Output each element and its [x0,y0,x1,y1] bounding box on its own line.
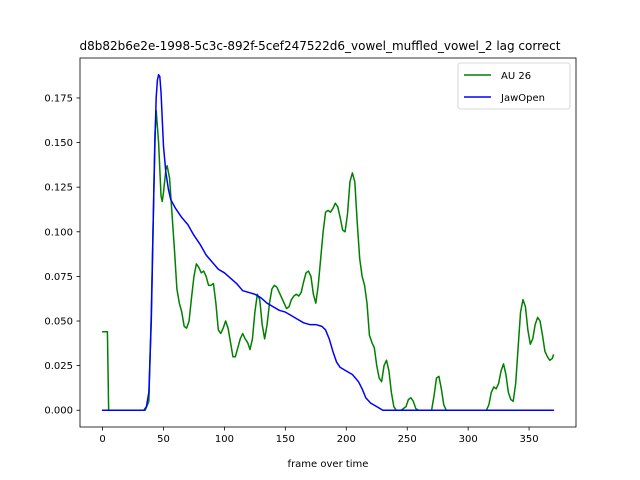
plot-area [101,74,555,411]
x-tick-label: 0 [99,434,105,445]
x-tick-label: 350 [520,434,539,445]
y-axis: 0.000 0.025 0.050 0.075 0.100 0.125 0.150 0.175 [44,93,80,417]
chart-title: d8b82b6e2e-1998-5c3c-892f-5cef247522d6_v… [80,39,561,53]
series-layer [101,74,555,411]
series-line-jawopen [101,74,555,411]
y-tick-label: 0.125 [44,183,73,194]
x-tick-label: 150 [276,434,295,445]
y-tick-label: 0.075 [44,272,73,283]
y-tick-label: 0.000 [44,406,73,417]
x-tick-label: 250 [398,434,417,445]
y-tick-label: 0.025 [44,361,73,372]
axes-frame [79,57,577,428]
x-tick-label: 100 [215,434,234,445]
legend-label: AU 26 [501,71,531,82]
x-axis: 0 50 100 150 200 250 300 350 [99,427,539,445]
legend-label: JawOpen [500,93,545,104]
x-tick-label: 200 [337,434,356,445]
y-tick-label: 0.175 [44,93,73,104]
x-tick-label: 300 [459,434,478,445]
x-tick-label: 50 [157,434,170,445]
series-line-au-26 [101,109,555,411]
y-tick-label: 0.100 [44,227,73,238]
y-tick-label: 0.050 [44,317,73,328]
y-tick-label: 0.150 [44,138,73,149]
legend: AU 26 JawOpen [457,62,571,110]
x-axis-label: frame over time [288,459,369,470]
